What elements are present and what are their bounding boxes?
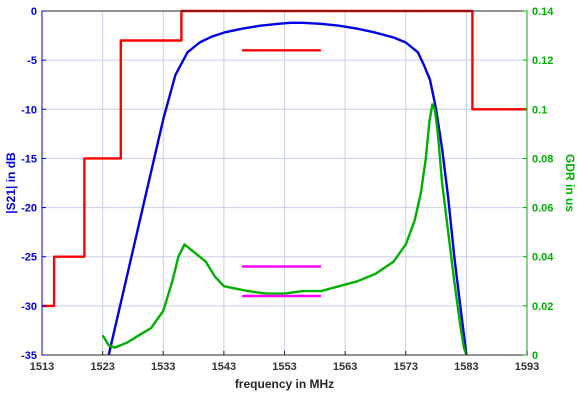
x-tick-label: 1573: [394, 361, 418, 373]
x-tick-label: 1563: [333, 361, 357, 373]
series-layer: [42, 9, 527, 356]
y-right-tick-label: 0.12: [532, 55, 553, 67]
y-right-tick-label: 0.08: [532, 153, 553, 165]
x-tick-label: 1513: [30, 361, 54, 373]
y-axis-left-title: |S21| in dB: [4, 152, 18, 214]
x-tick-label: 1583: [454, 361, 478, 373]
y-left-tick-label: -25: [21, 252, 37, 264]
y-left-tick-label: -15: [21, 153, 37, 165]
ticks-layer: 1513 1523 1533 1543 1553 1563 1573 1583 15930-5-…: [21, 6, 554, 373]
y-right-tick-label: 0.02: [532, 301, 553, 313]
y-right-tick-label: 0: [532, 350, 538, 362]
grid-layer: [42, 11, 527, 355]
y-left-tick-label: -5: [27, 55, 37, 67]
x-tick-label: 1523: [90, 361, 114, 373]
y-axis-right-title: GDR in us: [563, 154, 577, 212]
y-left-tick-label: -30: [21, 301, 37, 313]
y-left-tick-label: 0: [31, 6, 37, 18]
y-right-tick-label: 0.14: [532, 6, 554, 18]
series-line-2: [107, 21, 468, 356]
y-right-tick-label: 0.04: [532, 252, 554, 264]
x-tick-label: 1533: [151, 361, 175, 373]
series-line-3: [101, 103, 468, 356]
y-right-tick-label: 0.1: [532, 104, 547, 116]
y-left-tick-label: -20: [21, 203, 37, 215]
x-tick-label: 1543: [212, 361, 236, 373]
series-line-1: [42, 9, 527, 308]
x-tick-label: 1553: [272, 361, 296, 373]
y-left-tick-label: -35: [21, 350, 37, 362]
y-left-tick-label: -10: [21, 104, 37, 116]
y-right-tick-label: 0.06: [532, 203, 553, 215]
x-tick-label: 1593: [515, 361, 539, 373]
x-axis-title: frequency in MHz: [235, 377, 334, 391]
